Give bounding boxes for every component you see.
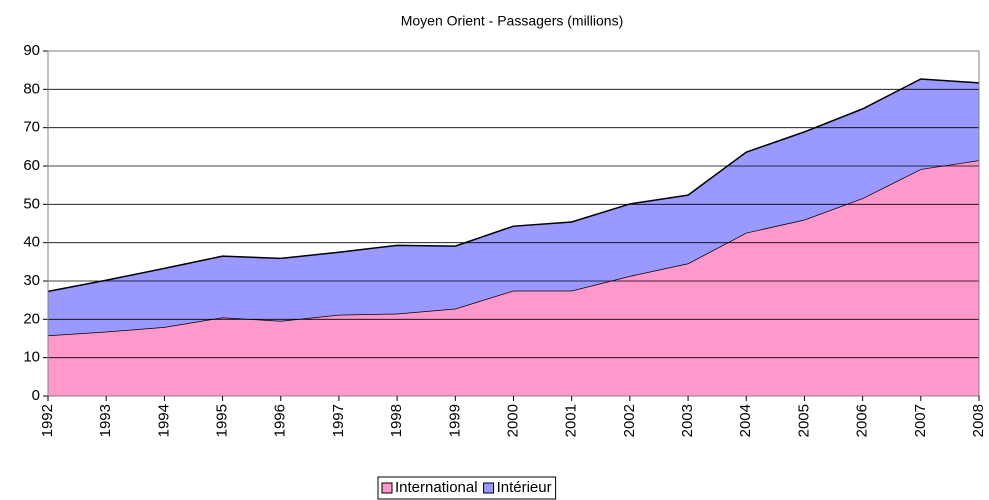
x-tick-label: 2002 xyxy=(621,404,638,437)
x-tick-label: 1998 xyxy=(388,404,405,437)
legend-label: International xyxy=(395,479,478,496)
x-tick-label: 2004 xyxy=(737,404,754,437)
x-tick-label: 2006 xyxy=(854,404,871,437)
y-tick-label: 70 xyxy=(23,119,40,136)
x-tick-label: 2005 xyxy=(795,404,812,437)
x-tick-label: 1996 xyxy=(272,404,289,437)
y-tick-label: 90 xyxy=(23,42,40,59)
legend-label: Intérieur xyxy=(497,479,552,496)
legend-frame xyxy=(377,476,557,500)
x-tick-label: 1995 xyxy=(214,404,231,437)
y-tick-label: 50 xyxy=(23,195,40,212)
area xyxy=(48,160,979,396)
y-tick-label: 10 xyxy=(23,349,40,366)
legend: International Intérieur xyxy=(377,476,557,500)
x-tick-label: 2000 xyxy=(504,404,521,437)
x-tick-label: 2007 xyxy=(912,404,929,437)
area-outline xyxy=(47,78,980,293)
x-tick-label: 1994 xyxy=(155,404,172,437)
x-tick-label: 1992 xyxy=(39,404,56,437)
y-tick-label: 80 xyxy=(23,80,40,97)
x-tick-label: 2008 xyxy=(970,404,987,437)
legend-swatch xyxy=(483,482,495,494)
y-tick-label: 0 xyxy=(32,387,40,404)
legend-swatch xyxy=(381,482,393,494)
y-tick-label: 30 xyxy=(23,272,40,289)
x-tick-label: 1997 xyxy=(330,404,347,437)
x-tick-label: 2003 xyxy=(679,404,696,437)
y-tick-label: 20 xyxy=(23,310,40,327)
y-tick-label: 60 xyxy=(23,157,40,174)
chart-title: Moyen Orient - Passagers (millions) xyxy=(401,13,624,29)
y-tick-label: 40 xyxy=(23,234,40,251)
area xyxy=(48,78,979,336)
x-tick-label: 2001 xyxy=(563,404,580,437)
x-tick-label: 1999 xyxy=(446,404,463,437)
x-tick-label: 1993 xyxy=(97,404,114,437)
